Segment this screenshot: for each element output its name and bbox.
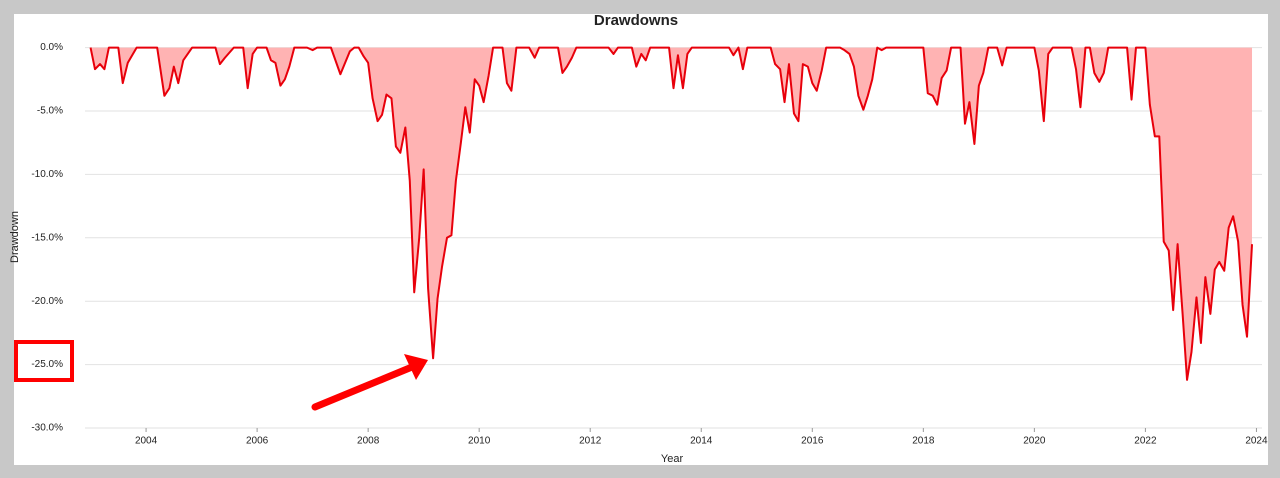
x-tick-label: 2018: [912, 436, 935, 447]
x-tick-label: 2016: [801, 436, 824, 447]
x-tick-label: 2012: [579, 436, 602, 447]
arrow-shaft: [311, 363, 416, 411]
highlight-box: [14, 340, 74, 382]
y-axis-label: Drawdown: [9, 211, 21, 263]
x-tick-label: 2006: [246, 436, 269, 447]
x-tick-label: 2008: [357, 436, 380, 447]
x-tick-label: 2022: [1134, 436, 1157, 447]
x-tick-label: 2010: [468, 436, 491, 447]
panel: [14, 14, 1268, 465]
chart-title: Drawdowns: [594, 12, 678, 29]
drawdown-line: [89, 46, 1254, 381]
x-tick-label: 2024: [1245, 436, 1268, 447]
x-tick-label: 2020: [1023, 436, 1046, 447]
x-axis-label: Year: [661, 453, 684, 465]
arrow-head: [404, 354, 428, 380]
y-tick-label: -5.0%: [37, 106, 63, 117]
y-tick-label: -20.0%: [31, 296, 63, 307]
y-tick-label: -30.0%: [31, 423, 63, 434]
y-tick-label: -15.0%: [31, 232, 63, 243]
y-tick-label: -25.0%: [31, 359, 63, 370]
x-tick-label: 2004: [135, 436, 158, 447]
y-tick-label: -10.0%: [31, 169, 63, 180]
x-tick-label: 2014: [690, 436, 713, 447]
plot: 0.0% -5.0% -10.0% -15.0% -20.0% -25.0% -30.0% 2…: [31, 42, 1268, 446]
y-tick-label: 0.0%: [40, 42, 63, 53]
